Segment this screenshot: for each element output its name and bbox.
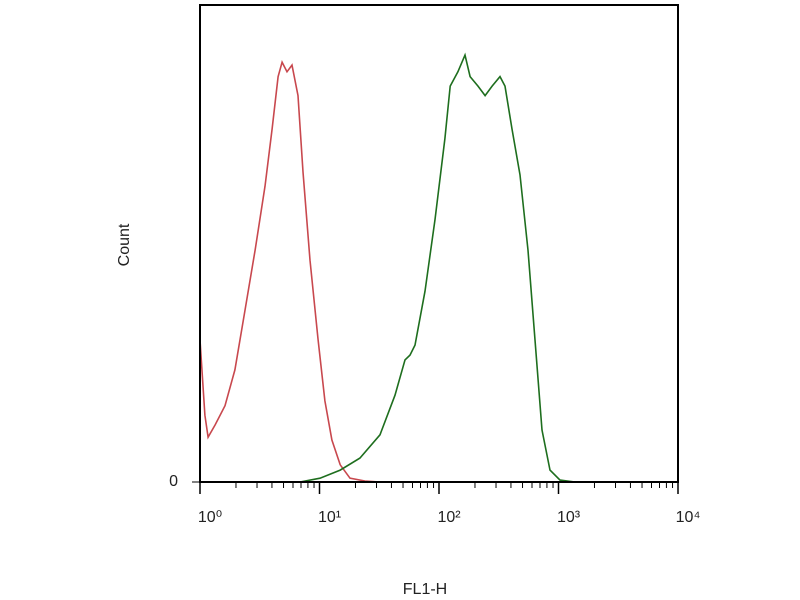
y-tick-label: 0 xyxy=(169,473,178,490)
x-tick-label: 10² xyxy=(437,509,461,526)
x-tick-label: 10³ xyxy=(557,509,581,526)
x-tick-label: 10¹ xyxy=(318,509,341,526)
histogram-line xyxy=(199,60,678,483)
x-tick-label: 10⁰ xyxy=(198,509,222,526)
histogram-line xyxy=(200,52,678,483)
plot-frame xyxy=(199,4,679,483)
x-axis-label: FL1-H xyxy=(403,581,447,598)
x-tick-label: 10⁴ xyxy=(676,509,701,526)
y-axis-label: Count xyxy=(116,223,133,266)
